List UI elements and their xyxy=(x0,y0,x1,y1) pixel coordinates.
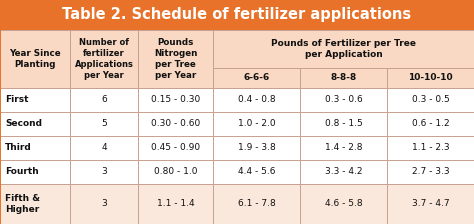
Bar xyxy=(70,30,138,88)
Bar xyxy=(70,136,138,160)
Text: 0.30 - 0.60: 0.30 - 0.60 xyxy=(151,119,200,129)
Bar xyxy=(0,30,70,88)
Text: 0.3 - 0.6: 0.3 - 0.6 xyxy=(325,95,363,105)
Text: 2.7 - 3.3: 2.7 - 3.3 xyxy=(412,168,449,177)
Text: 3: 3 xyxy=(101,200,107,209)
Bar xyxy=(300,136,387,160)
Text: 0.80 - 1.0: 0.80 - 1.0 xyxy=(154,168,197,177)
Bar xyxy=(387,112,474,136)
Bar xyxy=(70,88,138,112)
Text: Fourth: Fourth xyxy=(5,168,39,177)
Bar xyxy=(213,30,474,68)
Text: Year Since
Planting: Year Since Planting xyxy=(9,49,61,69)
Bar xyxy=(70,184,138,224)
Text: Table 2. Schedule of fertilizer applications: Table 2. Schedule of fertilizer applicat… xyxy=(63,7,411,22)
Text: 1.1 - 1.4: 1.1 - 1.4 xyxy=(157,200,194,209)
Text: 0.45 - 0.90: 0.45 - 0.90 xyxy=(151,144,200,153)
Bar xyxy=(0,160,70,184)
Bar xyxy=(138,88,213,112)
Bar xyxy=(387,160,474,184)
Bar xyxy=(0,184,70,224)
Bar xyxy=(300,184,387,224)
Text: 10-10-10: 10-10-10 xyxy=(408,73,453,82)
Bar xyxy=(213,112,300,136)
Text: Number of
fertilizer
Applications
per Year: Number of fertilizer Applications per Ye… xyxy=(74,38,134,80)
Bar xyxy=(70,112,138,136)
Bar xyxy=(300,88,387,112)
Bar xyxy=(300,68,387,88)
Text: 6: 6 xyxy=(101,95,107,105)
Text: 5: 5 xyxy=(101,119,107,129)
Bar xyxy=(213,184,300,224)
Text: 1.1 - 2.3: 1.1 - 2.3 xyxy=(412,144,449,153)
Text: 6-6-6: 6-6-6 xyxy=(243,73,270,82)
Text: 4.4 - 5.6: 4.4 - 5.6 xyxy=(238,168,275,177)
Bar xyxy=(0,88,70,112)
Text: 3.3 - 4.2: 3.3 - 4.2 xyxy=(325,168,362,177)
Text: 0.6 - 1.2: 0.6 - 1.2 xyxy=(412,119,449,129)
Bar xyxy=(387,184,474,224)
Bar xyxy=(138,184,213,224)
Text: Fifth &
Higher: Fifth & Higher xyxy=(5,194,40,214)
Bar xyxy=(138,136,213,160)
Text: 8-8-8: 8-8-8 xyxy=(330,73,356,82)
Text: 0.3 - 0.5: 0.3 - 0.5 xyxy=(411,95,449,105)
Text: Second: Second xyxy=(5,119,42,129)
Text: 3: 3 xyxy=(101,168,107,177)
Text: 0.8 - 1.5: 0.8 - 1.5 xyxy=(325,119,363,129)
Text: 1.4 - 2.8: 1.4 - 2.8 xyxy=(325,144,362,153)
Bar xyxy=(387,88,474,112)
Bar xyxy=(213,88,300,112)
Text: 0.4 - 0.8: 0.4 - 0.8 xyxy=(237,95,275,105)
Bar xyxy=(213,68,300,88)
Bar xyxy=(0,0,474,30)
Text: 6.1 - 7.8: 6.1 - 7.8 xyxy=(237,200,275,209)
Text: Pounds
Nitrogen
per Tree
per Year: Pounds Nitrogen per Tree per Year xyxy=(154,38,197,80)
Bar xyxy=(300,160,387,184)
Bar xyxy=(387,68,474,88)
Text: 1.0 - 2.0: 1.0 - 2.0 xyxy=(237,119,275,129)
Text: 3.7 - 4.7: 3.7 - 4.7 xyxy=(412,200,449,209)
Text: Third: Third xyxy=(5,144,32,153)
Text: 0.15 - 0.30: 0.15 - 0.30 xyxy=(151,95,200,105)
Text: First: First xyxy=(5,95,28,105)
Bar xyxy=(387,136,474,160)
Text: 4: 4 xyxy=(101,144,107,153)
Text: 1.9 - 3.8: 1.9 - 3.8 xyxy=(237,144,275,153)
Bar xyxy=(138,160,213,184)
Bar xyxy=(138,112,213,136)
Text: 4.6 - 5.8: 4.6 - 5.8 xyxy=(325,200,362,209)
Bar xyxy=(0,136,70,160)
Bar xyxy=(0,112,70,136)
Text: Pounds of Fertilizer per Tree
per Application: Pounds of Fertilizer per Tree per Applic… xyxy=(271,39,416,59)
Bar xyxy=(70,160,138,184)
Bar xyxy=(213,160,300,184)
Bar xyxy=(300,112,387,136)
Bar xyxy=(213,136,300,160)
Bar xyxy=(138,30,213,88)
